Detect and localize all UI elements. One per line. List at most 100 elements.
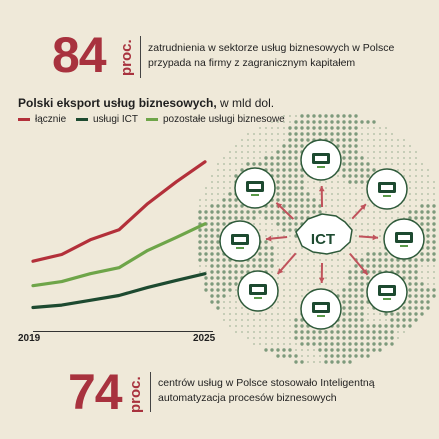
globe-dot	[312, 210, 316, 214]
globe-dot	[270, 168, 274, 172]
globe-dot	[228, 204, 232, 208]
globe-dot	[384, 312, 388, 316]
globe-dot	[354, 156, 358, 160]
globe-dot	[372, 120, 376, 124]
globe-dot	[216, 240, 220, 244]
globe-dot	[289, 343, 291, 345]
globe-dot	[234, 198, 238, 202]
globe-dot	[420, 204, 424, 208]
globe-dot	[288, 222, 292, 226]
globe-dot	[366, 336, 370, 340]
globe-dot	[343, 181, 345, 183]
globe-dot	[312, 126, 316, 130]
globe-dot	[295, 115, 297, 117]
globe-dot	[390, 264, 394, 268]
globe-dot	[367, 319, 369, 321]
globe-dot	[348, 306, 352, 310]
globe-dot	[301, 253, 303, 255]
globe-dot	[277, 247, 279, 249]
globe-dot	[348, 174, 352, 178]
globe-dot	[355, 235, 357, 237]
globe-dot	[288, 144, 292, 148]
globe-dot	[235, 169, 237, 171]
globe-dot	[211, 187, 213, 189]
globe-dot	[235, 331, 237, 333]
diagram-arrow-head	[361, 268, 368, 275]
globe-dot	[420, 222, 424, 226]
globe-dot	[265, 223, 267, 225]
globe-dot	[222, 282, 226, 286]
globe-dot	[409, 157, 411, 159]
globe-dot	[373, 157, 375, 159]
globe-dot	[318, 330, 322, 334]
globe-dot	[354, 150, 358, 154]
globe-dot	[402, 264, 406, 268]
globe-dot	[277, 133, 279, 135]
globe-dot	[409, 205, 411, 207]
globe-dot	[306, 126, 310, 130]
globe-dot	[403, 211, 405, 213]
globe-dot	[235, 319, 237, 321]
globe-dot	[199, 205, 201, 207]
globe-dot	[253, 325, 255, 327]
globe-dot	[300, 138, 304, 142]
globe-dot	[300, 126, 304, 130]
globe-dot	[360, 258, 364, 262]
globe-dot	[247, 325, 249, 327]
globe-dot	[361, 241, 363, 243]
globe-dot	[235, 151, 237, 153]
globe-dot	[246, 162, 250, 166]
poland-map-shape	[295, 213, 353, 255]
globe-dot	[210, 288, 214, 292]
globe-dot	[282, 198, 286, 202]
chart-title-unit: w mld dol.	[216, 96, 275, 110]
globe-dot	[379, 133, 381, 135]
globe-dot	[283, 301, 285, 303]
globe-dot	[354, 306, 358, 310]
globe-dot	[348, 288, 352, 292]
globe-dot	[366, 324, 370, 328]
globe-dot	[426, 300, 430, 304]
globe-dot	[306, 138, 310, 142]
globe-dot	[372, 264, 376, 268]
globe-dot	[378, 348, 382, 352]
globe-dot	[270, 204, 274, 208]
globe-dot	[228, 210, 232, 214]
globe-dot	[241, 139, 243, 141]
globe-dot	[313, 355, 315, 357]
globe-dot	[373, 139, 375, 141]
globe-dot	[318, 348, 322, 352]
globe-dot	[343, 277, 345, 279]
globe-dot	[210, 264, 214, 268]
globe-dot	[336, 138, 340, 142]
globe-dot	[337, 187, 339, 189]
globe-dot	[222, 258, 226, 262]
globe-dot	[277, 235, 279, 237]
globe-dot	[276, 198, 280, 202]
globe-dot	[300, 180, 304, 184]
globe-dot	[241, 145, 243, 147]
globe-dot	[331, 211, 333, 213]
globe-dot	[301, 265, 303, 267]
stat-top-number: 84	[52, 27, 107, 83]
globe-dot	[235, 157, 237, 159]
globe-dot	[325, 259, 327, 261]
globe-dot	[384, 330, 388, 334]
globe-dot	[276, 174, 280, 178]
globe-dot	[240, 204, 244, 208]
globe-dot	[217, 175, 219, 177]
globe-dot	[271, 229, 273, 231]
globe-dot	[265, 151, 267, 153]
globe-dot	[349, 217, 351, 219]
globe-dot	[342, 342, 346, 346]
globe-dot	[342, 330, 346, 334]
globe-dot	[265, 331, 267, 333]
globe-dot	[294, 180, 298, 184]
globe-dot	[379, 235, 381, 237]
globe-dot	[235, 325, 237, 327]
globe-dot	[210, 222, 214, 226]
globe-dot	[379, 145, 381, 147]
globe-dot	[415, 187, 417, 189]
globe-dot	[199, 265, 201, 267]
globe-dot	[241, 307, 243, 309]
